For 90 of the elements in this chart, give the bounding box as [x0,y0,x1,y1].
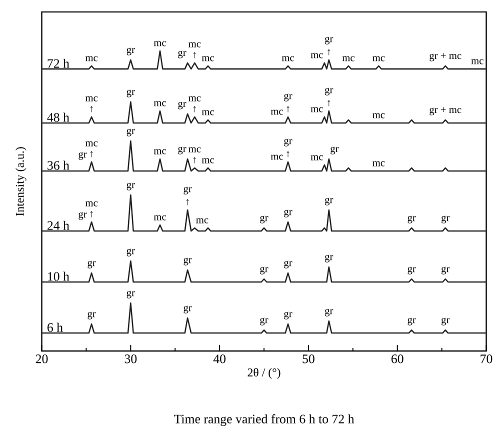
annotation: mc [310,53,323,58]
series-label: 72 h [48,59,70,68]
annotation: gr [178,146,186,155]
annotation: gr [284,210,292,218]
annotation: gr [126,128,135,137]
x-tick-label: 30 [124,354,137,364]
x-tick-label: 60 [391,354,404,364]
annotation: gr [325,36,334,45]
annotation: mc [85,202,98,207]
annotation: mc [154,150,166,155]
series-label: 24 h [47,221,70,230]
series-label: 6 h [47,322,63,332]
annotation: gr [126,90,135,98]
annotation: gr [408,266,416,275]
annotation: mc [372,114,385,119]
annotation: ↑ [193,157,196,164]
annotation: mc [282,56,294,62]
annotation: mc [202,158,214,164]
annotation: ↑ [90,106,93,113]
annotation: gr [88,312,96,320]
annotation: gr [330,146,339,155]
annotation: gr + mc [430,53,462,62]
annotation: mc [342,56,354,62]
annotation: mc [202,56,214,62]
annotation: gr [325,88,334,96]
annotation: mc [310,108,323,113]
annotation: gr [408,318,416,326]
annotation: gr [126,182,135,191]
text: Time range varied from 6 h to 72 h [174,414,354,426]
annotation: mc [188,148,201,153]
annotation: ↑ [193,52,196,58]
annotation: gr [284,139,292,147]
annotation: mc [372,162,385,167]
annotation: mc [196,218,208,224]
annotation: gr [260,266,268,275]
x-tick-label: 70 [480,354,492,364]
annotation: ↑ [328,100,330,107]
annotation: gr [325,308,334,317]
x-tick-label: 20 [36,354,48,364]
annotation: mc [372,56,385,62]
annotation: gr [88,260,96,269]
annotation: mc [85,56,98,62]
annotation: ↑ [90,211,93,218]
x-tick-label: 50 [302,354,314,364]
x-axis-title: 2θ / (°) [248,368,280,380]
annotation: gr [325,254,334,263]
annotation: gr [441,266,450,275]
annotation: gr [178,50,186,58]
annotation: gr [78,152,87,160]
annotation: ↑ [90,151,93,158]
annotation: ↑ [186,199,189,206]
annotation: gr [126,248,135,257]
annotation: gr [184,306,192,314]
annotation: gr [184,187,192,195]
annotation: mc [85,96,98,102]
annotation: mc [154,102,166,107]
annotation: mc [154,41,166,46]
annotation: ↑ [286,151,290,158]
annotation: gr [126,290,135,299]
annotation: ↑ [193,106,196,113]
annotation: mc [85,142,98,147]
annotation: gr [284,312,292,320]
annotation: ↑ [286,106,290,113]
annotation: mc [471,59,484,64]
annotation: mc [188,42,201,48]
annotation: gr [78,212,87,220]
annotation: gr [441,216,450,224]
y-axis-title: Intensity (a.u.) [16,147,26,216]
series-label: 36 h [48,160,70,170]
annotation: mc [270,110,284,115]
annotation: gr [184,258,192,266]
annotation: mc [154,216,166,221]
series-label: 10 h [48,272,70,282]
annotation: gr [408,216,416,224]
annotation: mc [188,96,201,102]
annotation: gr [260,318,268,326]
annotation: mc [202,110,214,116]
series-label: 48 h [47,112,70,122]
annotation: mc [310,156,323,161]
annotation: gr [325,198,334,206]
x-tick-label: 40 [213,354,226,364]
annotation: gr [126,48,135,56]
annotation: gr + mc [430,107,462,116]
annotation: gr [284,260,292,269]
annotation: gr [284,94,292,102]
annotation: gr [178,102,186,110]
annotation: mc [270,155,284,160]
annotation: gr [260,216,268,224]
annotation: gr [441,318,450,326]
annotation: ↑ [328,49,330,56]
